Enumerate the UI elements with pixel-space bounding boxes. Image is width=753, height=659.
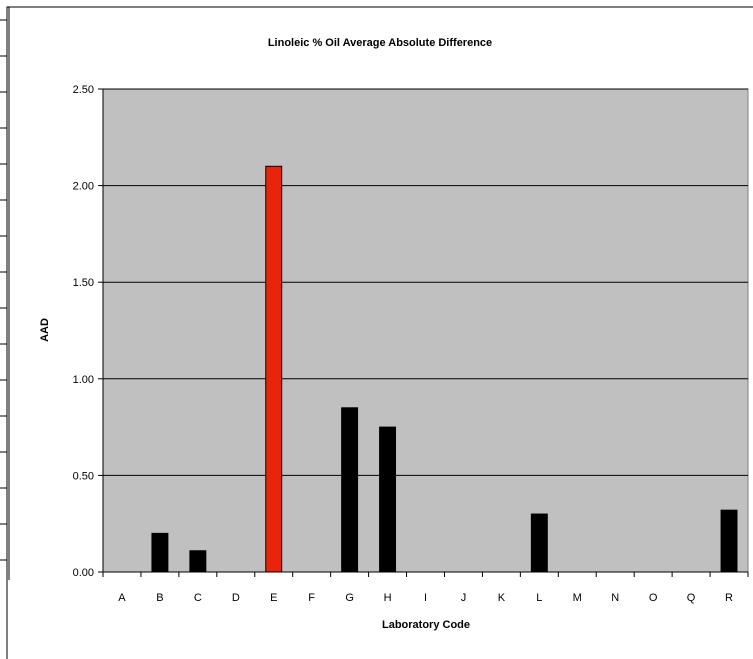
y-tick-label: 2.00 (73, 181, 94, 193)
x-tick-label: H (384, 592, 392, 604)
x-axis-label: Laboratory Code (382, 619, 470, 631)
x-tick-label: J (461, 592, 467, 604)
x-tick-label: Q (687, 592, 696, 604)
x-tick-label: A (118, 592, 126, 604)
y-tick-label: 2.50 (73, 84, 94, 96)
bar-R (720, 509, 738, 573)
bars (151, 165, 738, 573)
bar-B (151, 532, 169, 573)
x-tick-label: F (308, 592, 315, 604)
bar-C (189, 550, 207, 573)
x-tick-label: M (573, 592, 582, 604)
bar-G (341, 407, 359, 573)
x-tick-label: O (649, 592, 658, 604)
x-tick-label: E (270, 592, 277, 604)
x-tick-label: D (232, 592, 240, 604)
y-tick-label: 0.50 (73, 470, 94, 482)
left-edge-lines (0, 7, 10, 659)
bar-E (265, 165, 283, 573)
x-tick-label: R (725, 592, 733, 604)
x-tick-label: I (424, 592, 427, 604)
x-tick-label: K (498, 592, 506, 604)
y-tick-label: 1.00 (73, 374, 94, 386)
chart-title: Linoleic % Oil Average Absolute Differen… (268, 37, 492, 49)
x-tick-label: L (536, 592, 542, 604)
x-tick-label: G (345, 592, 354, 604)
y-axis-ticks: 0.00 0.50 1.00 1.50 2.00 2.50 (73, 84, 103, 579)
bar-H (379, 426, 397, 573)
plot-area (102, 88, 749, 573)
y-axis-label: AAD (39, 318, 51, 342)
bar-L (530, 513, 548, 573)
gridlines (103, 88, 748, 476)
y-tick-label: 0.00 (73, 567, 94, 579)
x-tick-label: B (156, 592, 163, 604)
x-tick-label: N (611, 592, 619, 604)
y-tick-label: 1.50 (73, 277, 94, 289)
x-tick-label: C (194, 592, 202, 604)
